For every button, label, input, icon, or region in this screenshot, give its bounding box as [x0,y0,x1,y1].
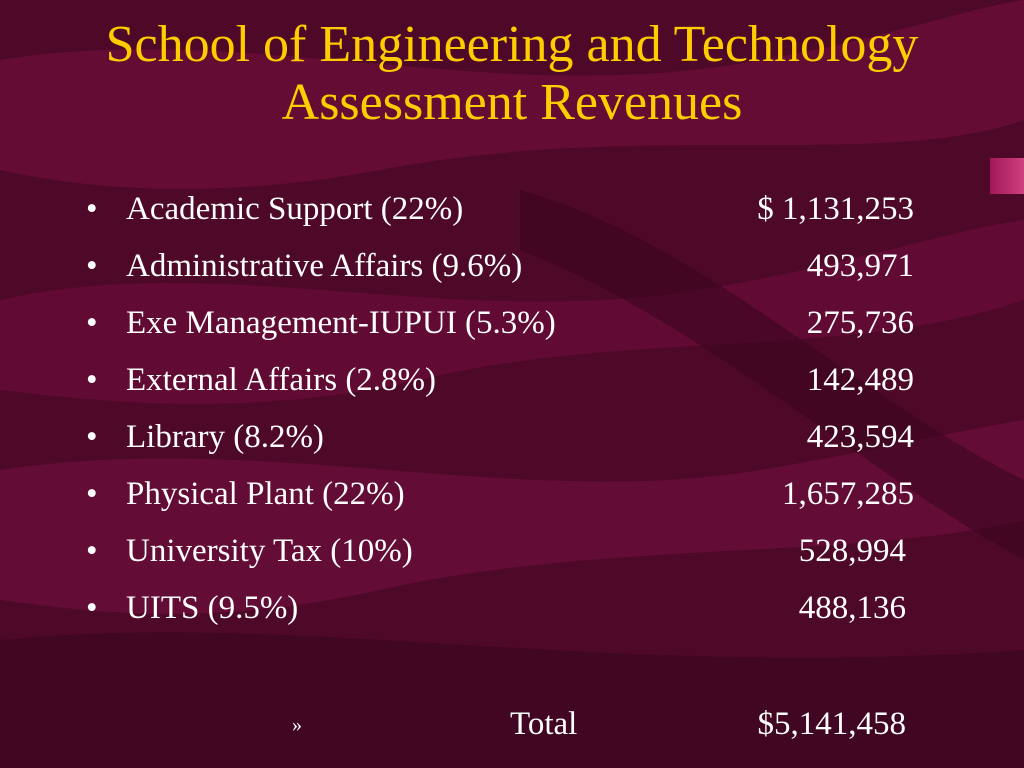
decorative-tab [990,158,1024,194]
bullet-icon: • [86,191,98,227]
item-label: Exe Management-IUPUI (5.3%) [126,305,556,341]
item-value: 142,489 [806,362,914,398]
item-value: 488,136 [798,590,906,626]
list-item: • Library (8.2%) 423,594 [0,419,1024,461]
bullet-icon: • [86,419,98,455]
total-marker: » [292,714,302,736]
bullet-icon: • [86,533,98,569]
bullet-icon: • [86,305,98,341]
list-item: • University Tax (10%) 528,994 [0,533,1024,575]
total-value: $5,141,458 [757,706,907,742]
item-value: 493,971 [806,248,914,284]
slide-title: School of Engineering and Technology Ass… [0,16,1024,132]
item-value: 528,994 [798,533,906,569]
list-item: • Administrative Affairs (9.6%) 493,971 [0,248,1024,290]
title-line-1: School of Engineering and Technology [105,16,919,73]
item-value: 423,594 [806,419,914,455]
title-line-2: Assessment Revenues [281,74,743,131]
total-label: Total [510,706,578,742]
total-row: » Total $5,141,458 [0,706,1024,748]
item-label: External Affairs (2.8%) [126,362,437,398]
item-label: University Tax (10%) [126,533,413,569]
list-item: • Exe Management-IUPUI (5.3%) 275,736 [0,305,1024,347]
bullet-icon: • [86,476,98,512]
list-item: • Academic Support (22%) $ 1,131,253 [0,191,1024,233]
bullet-icon: • [86,362,98,398]
item-label: Physical Plant (22%) [126,476,405,512]
item-value: 275,736 [806,305,914,341]
list-item: • Physical Plant (22%) 1,657,285 [0,476,1024,518]
item-value: $ 1,131,253 [757,191,914,227]
list-item: • UITS (9.5%) 488,136 [0,590,1024,632]
item-label: Academic Support (22%) [126,191,464,227]
bullet-icon: • [86,590,98,626]
bullet-icon: • [86,248,98,284]
list-item: • External Affairs (2.8%) 142,489 [0,362,1024,404]
item-label: Library (8.2%) [126,419,324,455]
item-label: Administrative Affairs (9.6%) [126,248,523,284]
item-value: 1,657,285 [782,476,914,512]
item-label: UITS (9.5%) [126,590,299,626]
